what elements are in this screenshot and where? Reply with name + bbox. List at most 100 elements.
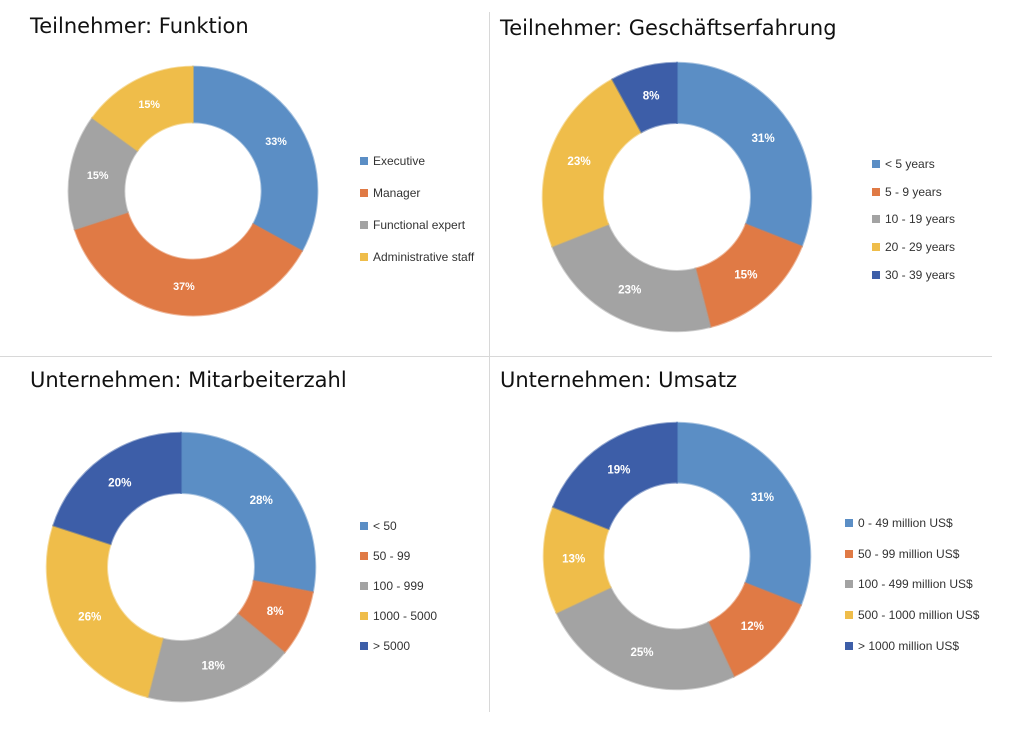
legend-label: 5 - 9 years	[885, 184, 942, 199]
donut-slice-1000-5000	[45, 524, 164, 699]
legend-item-executive: Executive	[360, 145, 474, 177]
legend-swatch	[360, 552, 368, 560]
legend-swatch	[845, 580, 853, 589]
legend-label: 100 - 999	[373, 579, 424, 593]
legend-label: Manager	[373, 186, 421, 200]
legend-swatch	[845, 519, 853, 528]
legend-label: 20 - 29 years	[885, 239, 956, 254]
donut-chart-mitarbeiterzahl: 28% 8% 18% 26% 20%	[45, 431, 317, 703]
donut-chart-funktion: 33% 37% 15% 15%	[67, 65, 319, 317]
data-label-500-1000-million-us: 13%	[562, 553, 585, 565]
data-label-1000-million-us: 19%	[607, 465, 630, 477]
chart-title: Unternehmen: Umsatz	[500, 368, 737, 392]
legend-swatch	[360, 612, 368, 620]
legend-item-100-499-million-us: 100 - 499 million US$	[845, 569, 979, 600]
legend-swatch	[872, 242, 880, 251]
legend-item-functional-expert: Functional expert	[360, 209, 474, 241]
chart-title: Teilnehmer: Geschäftserfahrung	[500, 16, 837, 40]
donut-chart-umsatz: 31% 12% 25% 13% 19%	[542, 421, 812, 691]
data-label-30-39-years: 8%	[643, 90, 660, 103]
legend-item-5-9-years: 5 - 9 years	[872, 178, 955, 206]
legend-item-50-99: 50 - 99	[360, 541, 437, 571]
legend-label: 50 - 99	[373, 549, 411, 563]
chart-legend: < 5 years 5 - 9 years 10 - 19 years 20 - 29…	[872, 150, 955, 288]
data-label-administrative-staff: 15%	[138, 99, 160, 111]
data-label-50-99-million-us: 12%	[741, 621, 764, 633]
horizontal-divider	[0, 356, 992, 357]
chart-panel-geschaeftserfahrung: Teilnehmer: Geschäftserfahrung 31% 15% 23%…	[500, 16, 990, 356]
legend-swatch	[872, 159, 880, 168]
legend-swatch	[872, 270, 880, 279]
legend-item-50: < 50	[360, 511, 437, 541]
data-label-100-999: 18%	[202, 660, 226, 673]
legend-label: 50 - 99 million US$	[858, 546, 960, 561]
legend-item-500-1000-million-us: 500 - 1000 million US$	[845, 600, 979, 631]
donut-slice-30-39-years	[610, 61, 679, 134]
donut-slice-100-499-million-us	[555, 585, 736, 691]
data-label-5-9-years: 15%	[734, 269, 758, 282]
legend-item-5-years: < 5 years	[872, 150, 955, 178]
data-label-functional-expert: 15%	[87, 170, 109, 182]
donut-slice-20-29-years	[541, 77, 643, 248]
legend-item-100-999: 100 - 999	[360, 571, 437, 601]
donut-slice-10-19-years	[550, 222, 712, 333]
legend-label: 0 - 49 million US$	[858, 516, 953, 531]
legend-item-1000-million-us: > 1000 million US$	[845, 630, 979, 661]
legend-label: Administrative staff	[373, 250, 475, 264]
data-label-10-19-years: 23%	[618, 283, 642, 296]
legend-item-10-19-years: 10 - 19 years	[872, 205, 955, 233]
legend-swatch	[360, 642, 368, 650]
data-label-5-years: 31%	[751, 132, 775, 145]
legend-label: 1000 - 5000	[373, 609, 438, 623]
legend-item-1000-5000: 1000 - 5000	[360, 601, 437, 631]
legend-item-0-49-million-us: 0 - 49 million US$	[845, 508, 979, 539]
legend-swatch	[872, 187, 880, 196]
legend-label: 100 - 499 million US$	[858, 577, 973, 592]
chart-legend: Executive Manager Functional expert Adminis…	[360, 145, 474, 273]
legend-item-20-29-years: 20 - 29 years	[872, 233, 955, 261]
data-label-executive: 33%	[265, 136, 287, 148]
legend-swatch	[360, 189, 368, 197]
data-label-1000-5000: 26%	[78, 611, 102, 624]
data-label-manager: 37%	[173, 281, 195, 293]
donut-slice-executive	[192, 65, 319, 253]
donut-chart-geschaeftserfahrung: 31% 15% 23% 23% 8%	[541, 61, 813, 333]
legend-swatch	[872, 215, 880, 224]
legend-swatch	[845, 611, 853, 620]
chart-title: Unternehmen: Mitarbeiterzahl	[30, 368, 347, 392]
legend-swatch	[360, 221, 368, 229]
legend-swatch	[360, 522, 368, 530]
legend-swatch	[845, 549, 853, 558]
chart-panel-mitarbeiterzahl: Unternehmen: Mitarbeiterzahl 28% 8% 18% 26%…	[30, 368, 490, 718]
legend-swatch	[845, 641, 853, 650]
legend-item-5000: > 5000	[360, 631, 437, 661]
legend-item-30-39-years: 30 - 39 years	[872, 261, 955, 289]
legend-label: 500 - 1000 million US$	[858, 608, 980, 623]
legend-label: < 50	[373, 519, 397, 533]
data-label-5000: 20%	[108, 476, 132, 489]
data-label-100-499-million-us: 25%	[630, 647, 653, 659]
donut-slice-0-49-million-us	[675, 421, 812, 607]
legend-item-manager: Manager	[360, 177, 474, 209]
legend-swatch	[360, 582, 368, 590]
chart-panel-umsatz: Unternehmen: Umsatz 31% 12% 25% 13% 19% 0 - …	[500, 368, 990, 718]
legend-label: Executive	[373, 154, 426, 168]
legend-swatch	[360, 157, 368, 165]
data-label-50-99: 8%	[267, 605, 284, 618]
chart-panel-funktion: Teilnehmer: Funktion 33% 37% 15% 15% Execut…	[30, 14, 490, 354]
vertical-divider	[489, 12, 490, 712]
legend-label: 10 - 19 years	[885, 212, 956, 227]
data-label-20-29-years: 23%	[567, 155, 591, 168]
chart-title: Teilnehmer: Funktion	[30, 14, 249, 38]
donut-slice-administrative-staff	[90, 65, 194, 153]
legend-label: 30 - 39 years	[885, 267, 956, 282]
legend-label: Functional expert	[373, 218, 466, 232]
chart-legend: 0 - 49 million US$ 50 - 99 million US$ 100…	[845, 508, 979, 661]
donut-slice-5000	[52, 431, 183, 546]
donut-slice-50	[179, 431, 317, 594]
donut-slice-5-years	[675, 61, 813, 248]
donut-slice-manager	[73, 210, 304, 317]
legend-label: < 5 years	[885, 156, 935, 171]
donut-slice-1000-million-us	[551, 421, 679, 531]
data-label-0-49-million-us: 31%	[751, 492, 774, 504]
